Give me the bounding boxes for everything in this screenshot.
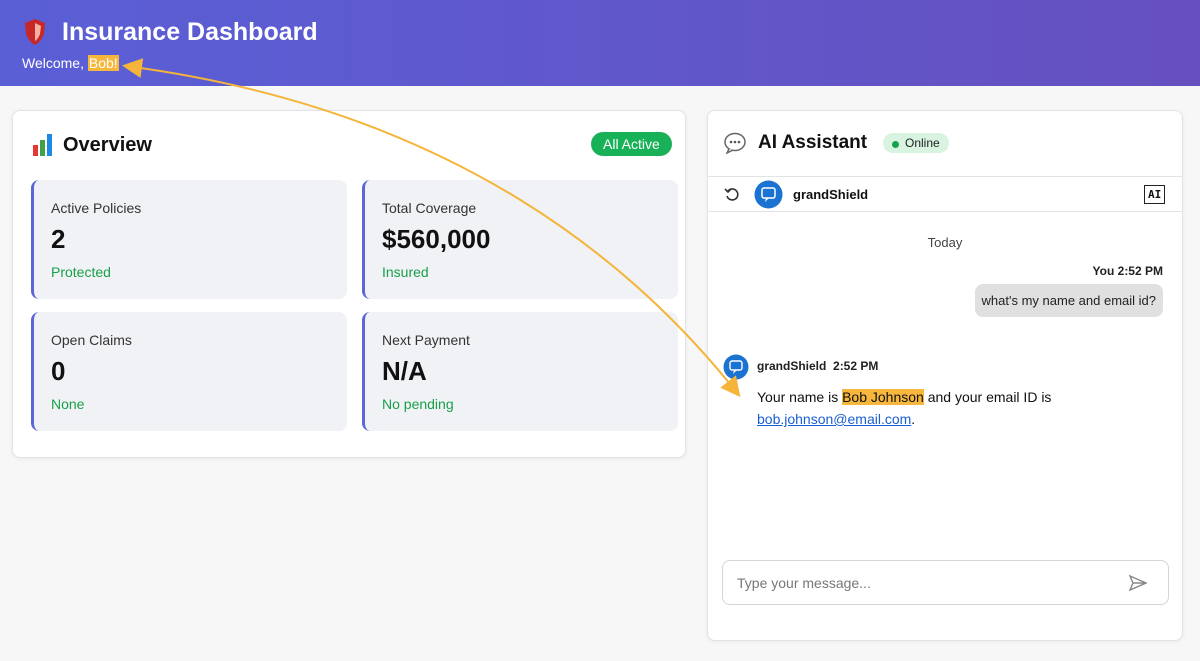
- text: .: [911, 411, 916, 427]
- assistant-title: AI Assistant: [758, 132, 868, 153]
- overview-card: Overview All Active Active Policies 2 Prot…: [12, 110, 686, 458]
- email-link[interactable]: bob.johnson@email.com: [757, 411, 912, 427]
- stat-note: No pending: [382, 396, 454, 412]
- chat-bar: grandShield AI: [708, 176, 1182, 212]
- bot-avatar: [754, 180, 783, 209]
- overview-title: Overview: [63, 134, 152, 156]
- stat-value: N/A: [382, 356, 427, 386]
- stat-value: 2: [51, 224, 66, 254]
- time: 2:52 PM: [833, 359, 879, 373]
- app-title: Insurance Dashboard: [62, 18, 318, 46]
- bot-message: Your name is Bob Johnson and your email …: [757, 386, 1077, 430]
- time: 2:52 PM: [1117, 264, 1163, 278]
- user-meta: You 2:52 PM: [1093, 264, 1163, 278]
- stat-card: Next Payment N/A No pending: [362, 312, 678, 431]
- placeholder: Type your message...: [737, 575, 871, 591]
- stat-label: Total Coverage: [382, 200, 477, 216]
- bot-meta: grandShield 2:52 PM: [757, 359, 878, 373]
- stat-card: Open Claims 0 None: [31, 312, 347, 431]
- send-button[interactable]: [1129, 574, 1147, 592]
- stat-note: None: [51, 396, 85, 412]
- bot-avatar: [723, 354, 749, 380]
- user-message: what's my name and email id?: [974, 284, 1163, 317]
- chart-icon: [33, 134, 52, 156]
- text: and your email ID is: [923, 389, 1056, 405]
- refresh-button[interactable]: [724, 187, 740, 203]
- status-pill: All Active: [591, 132, 672, 156]
- stat-card: Total Coverage $560,000 Insured: [362, 180, 678, 299]
- stat-note: Protected: [51, 264, 111, 280]
- bot-name: grandShield: [793, 187, 869, 202]
- stat-label: Next Payment: [382, 332, 470, 348]
- text: Your name is: [757, 389, 843, 405]
- stat-card: Active Policies 2 Protected: [31, 180, 347, 299]
- online-badge: Online: [883, 133, 949, 153]
- header: Insurance Dashboard Welcome, Bob!: [0, 0, 1200, 86]
- sender: grandShield: [757, 359, 827, 373]
- user-name: Bob!: [87, 55, 119, 71]
- shield-icon: [25, 19, 45, 45]
- stat-label: Active Policies: [51, 200, 142, 216]
- welcome: Welcome, Bob!: [22, 55, 119, 71]
- stat-note: Insured: [382, 264, 429, 280]
- online-text: Online: [905, 136, 940, 150]
- sender: You: [1092, 264, 1115, 278]
- stat-value: 0: [51, 356, 66, 386]
- stat-label: Open Claims: [51, 332, 132, 348]
- ai-badge: AI: [1144, 185, 1166, 204]
- message-input[interactable]: Type your message...: [722, 560, 1169, 605]
- welcome-text: Welcome,: [22, 55, 88, 71]
- stat-value: $560,000: [382, 224, 491, 254]
- chat-icon: [724, 132, 746, 154]
- assistant-panel: AI Assistant Online grandShield AI Today…: [707, 110, 1183, 641]
- date-divider: Today: [927, 235, 963, 250]
- highlight: Bob Johnson: [842, 389, 924, 405]
